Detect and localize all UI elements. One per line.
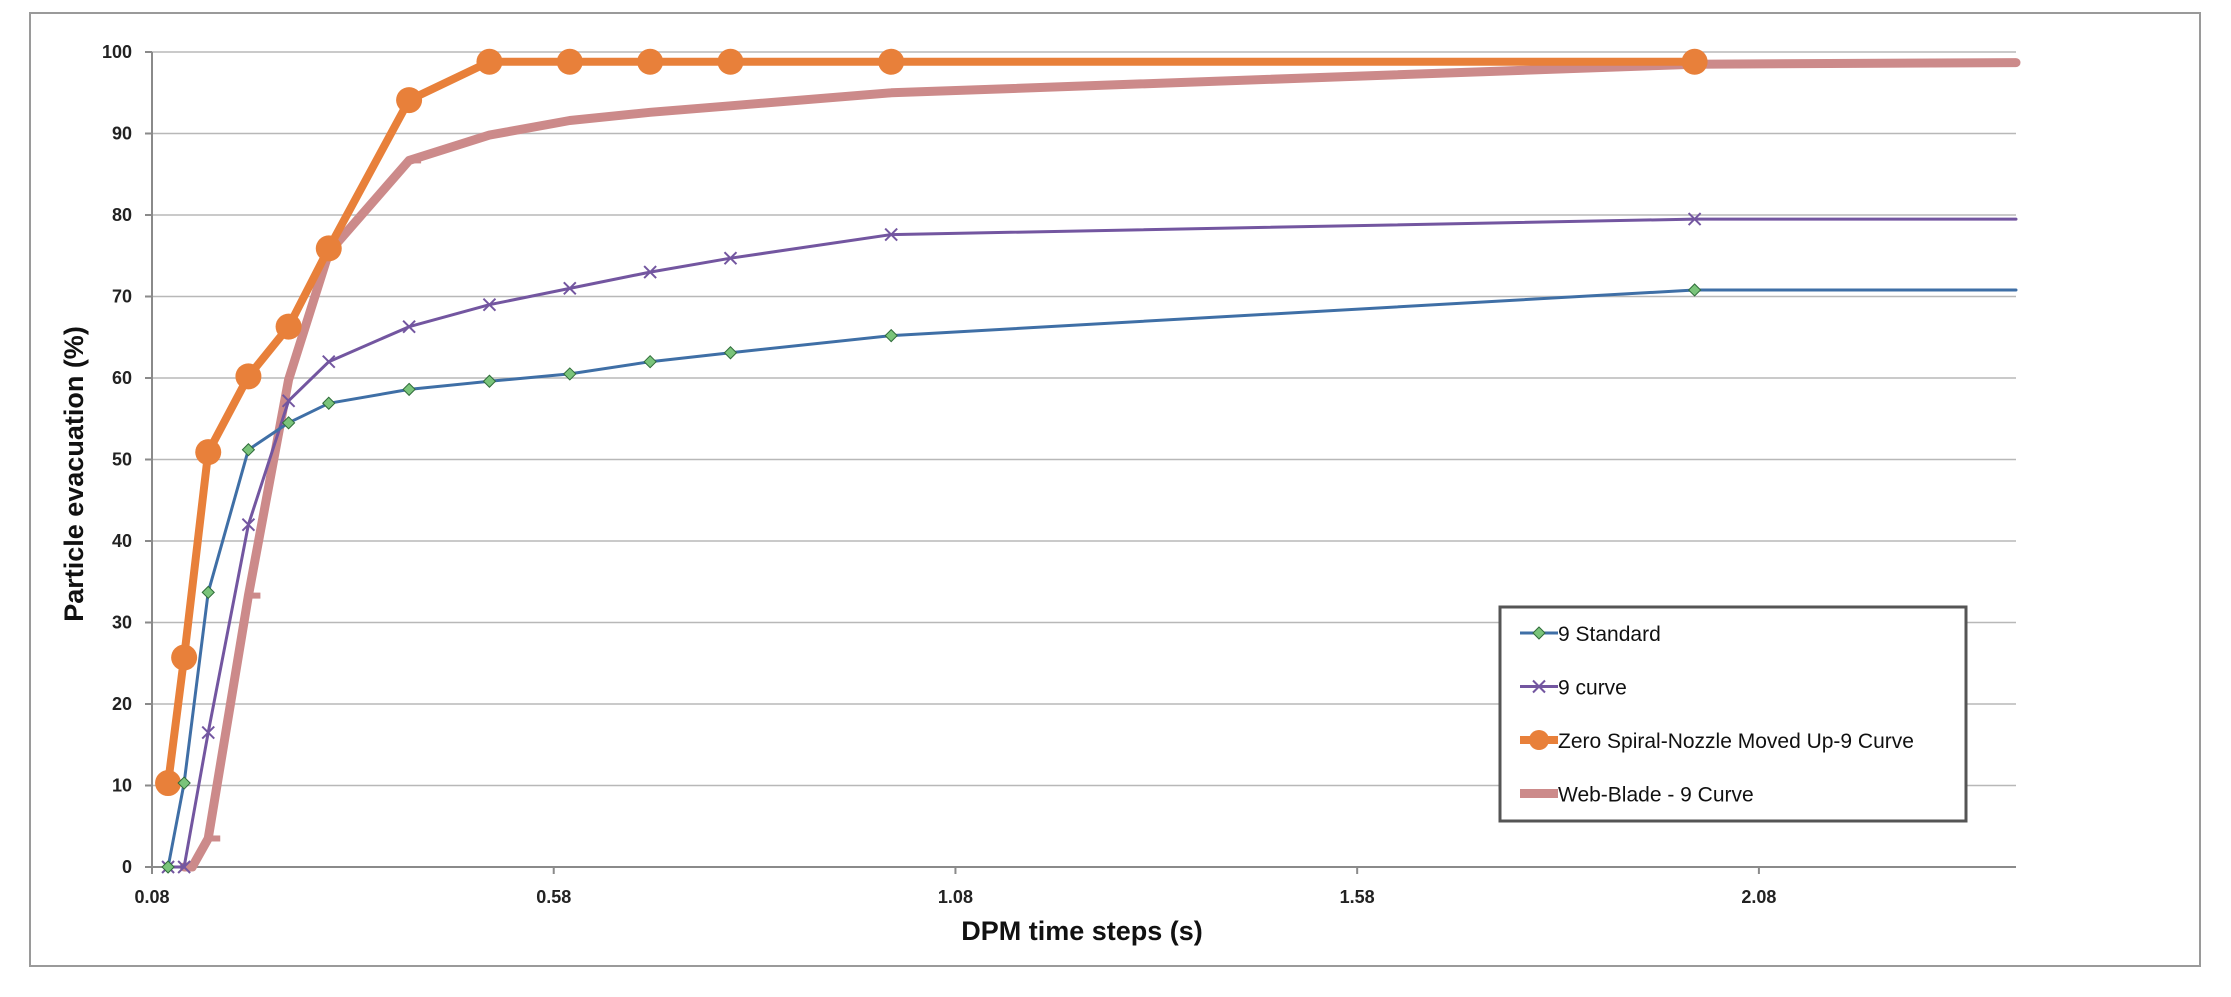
x-tick-label: 2.08 — [1741, 887, 1776, 907]
legend-label: Zero Spiral-Nozzle Moved Up-9 Curve — [1558, 730, 1914, 753]
data-point — [235, 363, 262, 390]
data-point — [171, 644, 198, 671]
data-point — [322, 396, 336, 410]
data-point-stroke — [1532, 679, 1546, 694]
data-point — [563, 367, 577, 381]
data-point — [884, 227, 898, 242]
data-point-stroke — [482, 297, 497, 312]
data-point — [315, 235, 342, 262]
series-1 — [161, 283, 2018, 874]
x-tick-label: 1.58 — [1340, 887, 1375, 907]
data-point-stroke — [643, 265, 657, 279]
data-point-stroke — [281, 394, 296, 408]
data-point — [1532, 679, 1546, 694]
data-point — [1681, 48, 1708, 75]
y-tick-label: 50 — [112, 450, 132, 470]
data-point — [482, 297, 497, 312]
data-point — [275, 313, 302, 340]
y-tick-label: 70 — [112, 287, 132, 307]
data-point-stroke — [201, 725, 215, 740]
data-point-stroke — [884, 227, 898, 242]
legend-item-2: 9 curve — [1520, 677, 1627, 700]
y-tick-label: 80 — [112, 205, 132, 225]
legend-box — [1498, 605, 1968, 823]
data-point — [281, 394, 296, 408]
data-point — [723, 251, 738, 265]
data-point — [155, 770, 182, 797]
axes — [145, 51, 2016, 874]
data-point-stroke — [563, 281, 577, 296]
data-point — [482, 374, 497, 388]
legend-item-3: Zero Spiral-Nozzle Moved Up-9 Curve — [1520, 730, 1914, 753]
data-point — [322, 354, 336, 369]
series-2 — [161, 212, 2018, 874]
data-point — [195, 439, 222, 466]
tick-labels: 0 10 20 30 40 50 60 70 80 90 100 0.08 0.58 1.08 1.58 2.… — [102, 42, 1776, 907]
data-point — [717, 48, 744, 75]
data-point — [723, 346, 738, 360]
y-axis-title: Particle evacuation (%) — [59, 326, 89, 622]
series-lines — [155, 48, 2021, 874]
data-point — [177, 860, 191, 874]
data-point — [281, 416, 296, 430]
data-point-stroke — [241, 517, 256, 532]
y-tick-label: 90 — [112, 124, 132, 144]
y-tick-label: 100 — [102, 42, 132, 62]
x-tick-label: 0.58 — [536, 887, 571, 907]
legend-item-1: 9 Standard — [1520, 623, 1661, 646]
y-tick-label: 10 — [112, 776, 132, 796]
legend: 9 Standard 9 curve Zero Spiral-Nozzle Move… — [1498, 605, 1968, 823]
data-point — [161, 860, 175, 874]
y-tick-label: 0 — [122, 857, 132, 877]
data-point — [201, 585, 215, 600]
data-point — [241, 443, 256, 457]
data-point — [177, 776, 191, 790]
data-point — [1532, 626, 1546, 640]
series-line — [166, 288, 2018, 869]
data-point — [556, 48, 583, 75]
x-tick-label: 1.08 — [938, 887, 973, 907]
legend-item-4: Web-Blade - 9 Curve — [1520, 784, 1754, 807]
data-point — [563, 281, 577, 296]
data-point-stroke — [322, 354, 336, 369]
series-4 — [179, 58, 2021, 872]
legend-label: 9 curve — [1558, 677, 1627, 700]
y-tick-label: 20 — [112, 694, 132, 714]
y-tick-label: 60 — [112, 368, 132, 388]
data-point — [201, 725, 215, 740]
data-point — [643, 265, 657, 279]
x-tick-label: 0.08 — [134, 887, 169, 907]
y-tick-label: 40 — [112, 531, 132, 551]
legend-label: Web-Blade - 9 Curve — [1558, 784, 1754, 807]
series-3 — [155, 48, 1708, 797]
data-point — [402, 319, 416, 334]
data-point-stroke — [177, 860, 191, 874]
data-point — [396, 87, 423, 114]
data-point — [1529, 730, 1549, 750]
series-line — [166, 217, 2018, 869]
data-point — [402, 382, 416, 397]
data-point — [878, 48, 905, 75]
data-point — [637, 48, 664, 75]
legend-label: 9 Standard — [1558, 623, 1661, 646]
x-axis-title: DPM time steps (s) — [961, 916, 1203, 946]
data-point — [1687, 283, 1702, 297]
data-point — [476, 48, 503, 75]
data-point-stroke — [723, 251, 738, 265]
data-point — [1687, 212, 1702, 226]
y-tick-label: 30 — [112, 613, 132, 633]
series-line — [179, 58, 2021, 872]
data-point — [884, 328, 898, 343]
data-point-stroke — [1687, 212, 1702, 226]
data-point — [643, 354, 657, 369]
data-point — [241, 517, 256, 532]
chart-frame — [29, 12, 2201, 967]
data-point-stroke — [402, 319, 416, 334]
